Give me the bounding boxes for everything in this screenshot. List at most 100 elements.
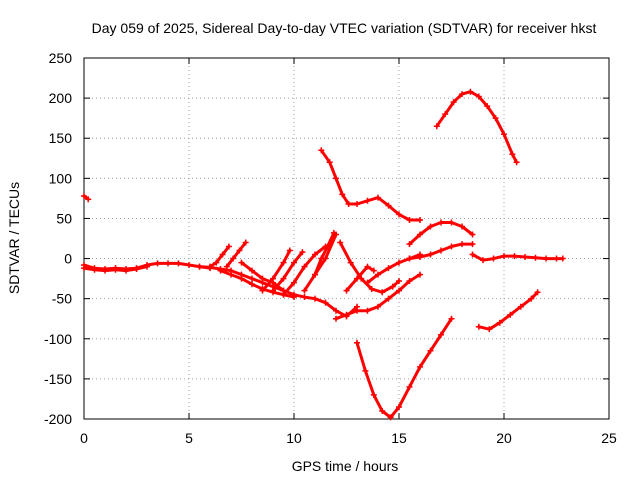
x-tick-label: 0 (80, 430, 88, 446)
data-series (81, 88, 566, 421)
data-point (406, 217, 413, 224)
axis-ticks: 0 5 10 15 20 25 -200 -150 -100 -50 0 50 100 150 200 250 (44, 50, 617, 446)
data-point (312, 295, 318, 302)
data-point (286, 247, 293, 254)
data-point (513, 159, 520, 166)
data-point (559, 255, 566, 262)
data-point (354, 339, 360, 346)
data-point (450, 99, 457, 106)
data-point (406, 278, 413, 285)
data-point (459, 91, 465, 98)
data-point (406, 255, 413, 262)
data-point (417, 217, 423, 224)
series-line (435, 90, 519, 164)
x-tick-label: 5 (185, 430, 193, 446)
data-point (312, 251, 318, 258)
data-point (396, 403, 402, 410)
data-point (217, 267, 224, 274)
data-point (299, 249, 306, 256)
data-point (133, 265, 140, 272)
data-point (469, 231, 476, 238)
y-tick-label: 100 (49, 170, 73, 186)
series-line (303, 233, 338, 293)
data-point (534, 289, 541, 296)
data-point (102, 267, 108, 274)
data-point (223, 263, 230, 270)
data-point (459, 241, 465, 248)
series-line (477, 290, 540, 331)
data-point (396, 211, 402, 218)
plot-frame (83, 57, 610, 420)
data-point (354, 275, 360, 282)
data-point (225, 243, 232, 250)
data-point (438, 247, 444, 254)
data-point (112, 266, 119, 273)
data-point (486, 326, 493, 333)
y-tick-label: 0 (64, 251, 72, 267)
data-point (364, 279, 371, 286)
data-point (528, 295, 535, 302)
data-point (301, 263, 308, 270)
grid-lines (84, 58, 609, 419)
data-point (123, 267, 129, 274)
data-point (492, 115, 499, 122)
data-point (249, 275, 255, 282)
data-point (433, 123, 440, 130)
data-point (236, 247, 243, 254)
data-point (343, 287, 350, 294)
data-point (385, 295, 392, 302)
data-point (354, 201, 360, 208)
chart-title: Day 059 of 2025, Sidereal Day-to-day VTE… (92, 20, 597, 36)
x-tick-label: 20 (496, 430, 512, 446)
series-19 (354, 315, 455, 421)
data-point (469, 241, 476, 248)
series-17 (343, 263, 377, 294)
data-point (318, 147, 325, 154)
data-point (370, 267, 377, 274)
data-point (324, 243, 331, 250)
series-5 (207, 243, 232, 270)
data-point (448, 243, 455, 250)
series-10 (270, 249, 306, 294)
data-point (291, 279, 297, 286)
data-point (259, 275, 266, 282)
data-point (396, 259, 402, 266)
data-point (490, 255, 497, 262)
series-line (345, 265, 376, 293)
data-point (343, 311, 350, 318)
data-point (427, 251, 434, 258)
data-point (368, 286, 375, 293)
data-point (522, 253, 528, 260)
series-line (471, 253, 565, 262)
series-20 (406, 219, 476, 248)
data-point (467, 88, 474, 95)
series-line (313, 231, 336, 277)
data-point (379, 407, 386, 414)
data-point (312, 271, 318, 278)
series-9 (259, 247, 293, 294)
data-point (496, 319, 503, 326)
data-point (511, 253, 518, 260)
data-point (438, 331, 444, 338)
data-point (385, 202, 392, 209)
series-line (261, 249, 292, 293)
data-point (347, 259, 354, 266)
data-point (339, 191, 346, 198)
data-point (213, 259, 220, 266)
data-point (517, 303, 524, 310)
data-point (364, 263, 371, 270)
data-point (532, 254, 539, 261)
data-point (406, 383, 413, 390)
y-tick-label: -150 (44, 371, 72, 387)
data-point (322, 299, 329, 306)
data-point (144, 263, 150, 270)
data-point (301, 287, 308, 294)
data-point (459, 223, 465, 230)
data-point (354, 307, 360, 314)
data-point (387, 414, 394, 421)
data-point (291, 259, 297, 266)
series-line (355, 317, 453, 419)
series-21 (406, 241, 476, 262)
series-24 (475, 289, 541, 333)
data-point (154, 260, 161, 267)
